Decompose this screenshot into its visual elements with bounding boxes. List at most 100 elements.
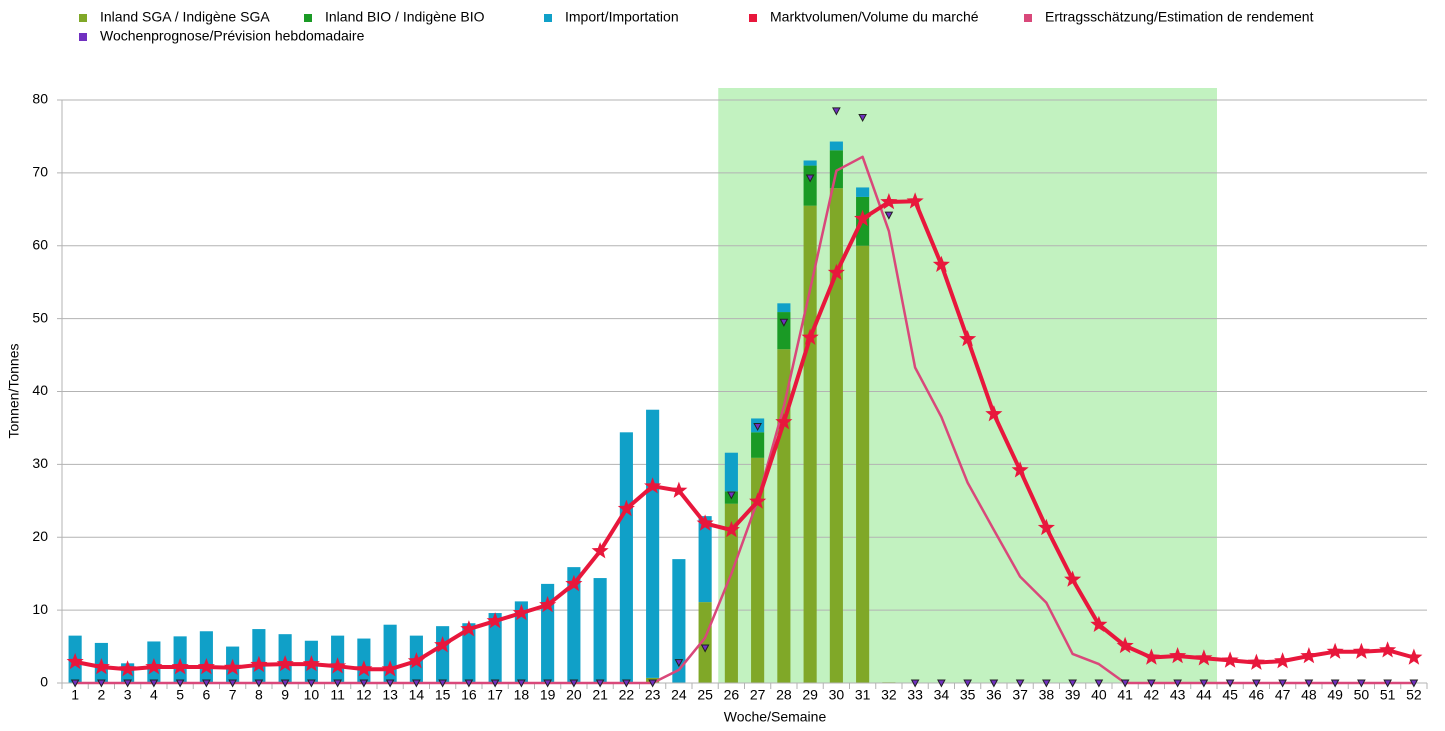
- x-tick-label: 50: [1354, 687, 1370, 703]
- star-marker: [1064, 570, 1082, 587]
- bar-segment: [619, 432, 633, 683]
- star-marker: [407, 652, 425, 669]
- bar-segment: [567, 567, 581, 683]
- bar-segment: [698, 516, 712, 603]
- x-tick-label: 21: [592, 687, 608, 703]
- bar-segment: [488, 613, 502, 683]
- triangle-marker: [1068, 679, 1077, 688]
- bar-segment: [803, 165, 817, 206]
- bar-segment: [724, 452, 738, 492]
- bar-segment: [593, 578, 607, 683]
- star-marker: [381, 660, 399, 677]
- triangle-marker: [1409, 679, 1419, 688]
- x-tick-label: 27: [750, 687, 766, 703]
- x-tick-label: 39: [1065, 687, 1081, 703]
- x-tick-label: 38: [1039, 687, 1055, 703]
- star-marker: [696, 514, 714, 531]
- legend-swatch: [1024, 14, 1032, 22]
- x-tick-label: 33: [907, 687, 923, 703]
- y-tick-label: 20: [32, 528, 48, 544]
- star-marker: [92, 658, 110, 675]
- legend-label: Marktvolumen/Volume du marché: [770, 9, 979, 25]
- x-tick-label: 26: [724, 687, 740, 703]
- x-tick-label: 52: [1406, 687, 1422, 703]
- x-tick-label: 3: [124, 687, 132, 703]
- x-tick-label: 37: [1012, 687, 1028, 703]
- legend-swatch: [304, 14, 312, 22]
- star-marker: [66, 652, 84, 670]
- legend-label: Inland BIO / Indigène BIO: [325, 9, 485, 25]
- triangle-marker: [779, 318, 789, 327]
- x-tick-label: 29: [802, 687, 818, 703]
- star-marker: [276, 655, 294, 672]
- x-tick-label: 32: [881, 687, 897, 703]
- x-tick-label: 10: [304, 687, 320, 703]
- bar-segment: [751, 432, 765, 458]
- star-marker: [119, 660, 137, 677]
- triangle-marker: [412, 679, 421, 688]
- star-marker: [512, 604, 530, 621]
- legend-swatch: [749, 14, 757, 22]
- legend-label: Ertragsschätzung/Estimation de rendement: [1045, 9, 1314, 25]
- triangle-marker: [858, 113, 867, 123]
- legend-swatch: [79, 14, 87, 22]
- x-tick-label: 49: [1327, 687, 1343, 703]
- x-tick-label: 19: [540, 687, 556, 703]
- bar-segment: [777, 312, 791, 350]
- triangle-marker: [1357, 679, 1366, 688]
- x-tick-label: 9: [281, 687, 289, 703]
- x-tick-label: 43: [1170, 687, 1186, 703]
- bar-segment: [856, 187, 870, 197]
- star-marker: [670, 481, 688, 498]
- x-tick-label: 40: [1091, 687, 1107, 703]
- x-tick-label: 7: [229, 687, 237, 703]
- x-tick-label: 22: [619, 687, 635, 703]
- triangle-marker: [963, 679, 972, 688]
- x-tick-label: 44: [1196, 687, 1212, 703]
- star-marker: [1037, 518, 1055, 536]
- bar-segment: [777, 303, 791, 313]
- star-marker: [959, 330, 977, 347]
- x-tick-label: 46: [1249, 687, 1265, 703]
- triangle-marker: [202, 679, 211, 688]
- x-tick-label: 51: [1380, 687, 1396, 703]
- star-marker: [591, 542, 609, 559]
- star-marker: [1247, 653, 1265, 670]
- star-marker: [434, 636, 452, 653]
- star-marker: [1142, 648, 1160, 665]
- star-marker: [1116, 636, 1134, 654]
- triangle-marker: [1225, 679, 1235, 688]
- x-tick-label: 30: [829, 687, 845, 703]
- triangle-marker: [1252, 679, 1261, 688]
- star-marker: [329, 657, 347, 674]
- x-tick-label: 11: [330, 687, 345, 703]
- x-tick-label: 20: [566, 687, 582, 703]
- star-marker: [1011, 461, 1029, 478]
- bar-segment: [856, 245, 870, 683]
- bar-segment: [462, 623, 476, 683]
- star-marker: [880, 193, 898, 210]
- triangle-marker: [438, 679, 447, 688]
- star-marker: [1169, 647, 1187, 664]
- triangle-marker: [280, 679, 290, 688]
- bar-segment: [199, 631, 213, 683]
- legend-label: Inland SGA / Indigène SGA: [100, 9, 270, 25]
- legend-label: Import/Importation: [565, 9, 679, 25]
- x-tick-label: 31: [855, 687, 871, 703]
- bar-segment: [698, 602, 712, 683]
- x-tick-label: 2: [97, 687, 105, 703]
- bar-segment: [646, 409, 660, 678]
- triangle-marker: [805, 174, 815, 183]
- bar-segment: [829, 141, 843, 151]
- y-tick-label: 70: [32, 164, 48, 180]
- star-marker: [1405, 648, 1423, 665]
- star-marker: [854, 209, 872, 227]
- star-marker: [197, 658, 215, 675]
- bar-segment: [777, 349, 791, 683]
- legend-label: Wochenprognose/Prévision hebdomadaire: [100, 28, 365, 44]
- triangle-marker: [989, 679, 999, 688]
- y-tick-label: 10: [32, 601, 48, 617]
- triangle-marker: [937, 679, 946, 688]
- x-tick-label: 28: [776, 687, 792, 703]
